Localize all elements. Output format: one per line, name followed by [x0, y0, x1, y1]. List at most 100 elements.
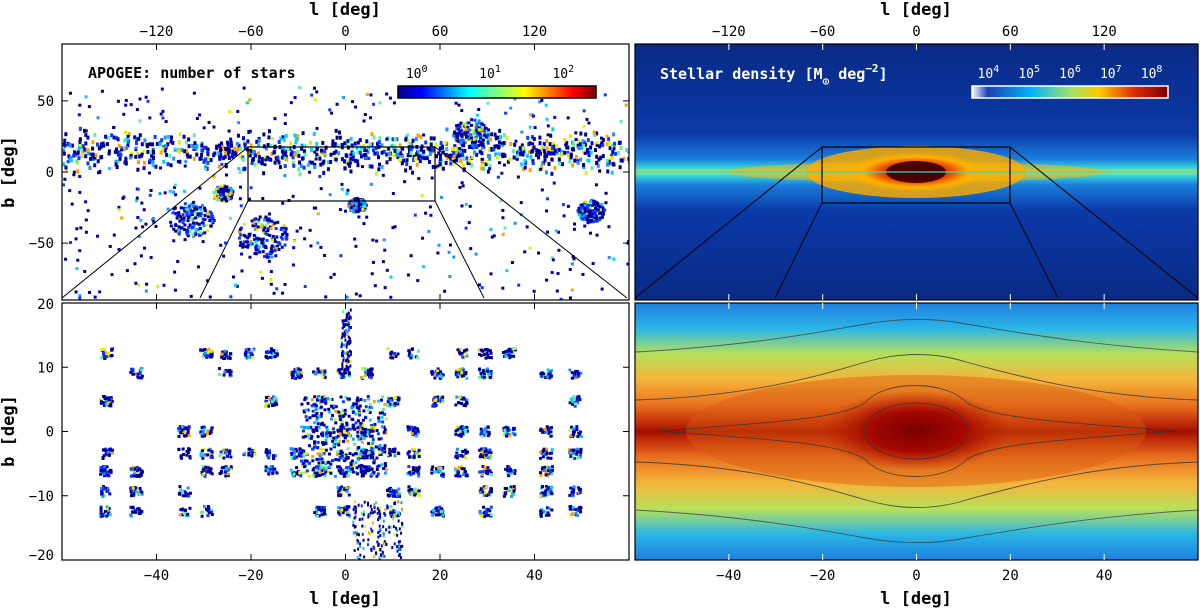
- star-count-pixel: [319, 422, 323, 426]
- star-count-pixel: [488, 167, 492, 171]
- star-count-pixel: [209, 349, 213, 353]
- star-count-pixel: [568, 296, 572, 300]
- star-count-pixel: [229, 197, 233, 201]
- star-count-pixel: [100, 400, 104, 404]
- star-count-pixel: [273, 403, 277, 407]
- star-count-pixel: [95, 142, 99, 147]
- panel-apogee-zoom: [61, 302, 630, 561]
- star-count-pixel: [172, 190, 176, 194]
- star-count-pixel: [210, 450, 214, 454]
- star-count-pixel: [595, 154, 599, 159]
- star-count-pixel: [107, 351, 111, 355]
- star-count-pixel: [482, 493, 486, 497]
- star-count-pixel: [273, 160, 277, 165]
- star-count-pixel: [596, 203, 600, 207]
- star-count-pixel: [482, 372, 486, 376]
- star-count-pixel: [511, 431, 515, 435]
- star-count-pixel: [463, 148, 467, 153]
- star-count-pixel: [485, 469, 489, 473]
- star-count-pixel: [366, 408, 370, 412]
- star-count-pixel: [207, 347, 211, 351]
- star-count-pixel: [338, 455, 342, 459]
- star-count-pixel: [332, 151, 336, 156]
- star-count-pixel: [288, 141, 292, 146]
- star-count-pixel: [487, 469, 491, 473]
- star-count-pixel: [342, 322, 345, 326]
- star-count-pixel: [293, 152, 297, 157]
- star-count-pixel: [322, 506, 326, 510]
- star-count-pixel: [270, 219, 274, 223]
- star-count-pixel: [221, 350, 225, 354]
- star-count-pixel: [91, 146, 95, 151]
- star-count-pixel: [179, 488, 183, 492]
- star-count-pixel: [346, 315, 349, 319]
- star-count-pixel: [297, 454, 301, 458]
- star-count-pixel: [592, 201, 596, 205]
- star-count-pixel: [416, 133, 420, 138]
- star-count-pixel: [255, 227, 259, 231]
- star-count-pixel: [540, 430, 544, 434]
- star-count-pixel: [544, 452, 548, 456]
- star-count-pixel: [210, 351, 214, 355]
- star-count-pixel: [496, 175, 500, 179]
- star-count-pixel: [435, 509, 439, 513]
- star-count-pixel: [143, 138, 147, 143]
- star-count-pixel: [480, 151, 484, 156]
- star-count-pixel: [146, 149, 150, 154]
- star-count-pixel: [235, 141, 239, 146]
- star-count-pixel: [345, 313, 348, 317]
- star-count-pixel: [178, 219, 182, 223]
- star-count-pixel: [354, 534, 357, 538]
- star-count-pixel: [370, 373, 374, 377]
- star-count-pixel: [275, 287, 279, 291]
- star-count-pixel: [62, 148, 66, 153]
- star-count-pixel: [324, 401, 328, 405]
- star-count-pixel: [486, 456, 490, 460]
- star-count-pixel: [209, 210, 213, 214]
- star-count-pixel: [370, 272, 374, 276]
- star-count-pixel: [487, 513, 491, 517]
- y-tick-label: 10: [37, 360, 54, 376]
- star-count-pixel: [138, 486, 142, 490]
- star-count-pixel: [494, 152, 498, 157]
- star-count-pixel: [329, 152, 333, 157]
- star-count-pixel: [360, 504, 363, 508]
- star-count-pixel: [417, 431, 421, 435]
- star-count-pixel: [390, 350, 394, 354]
- star-count-pixel: [203, 218, 207, 222]
- star-count-pixel: [413, 426, 417, 430]
- star-count-pixel: [487, 372, 491, 376]
- star-count-pixel: [195, 227, 199, 231]
- star-count-pixel: [136, 372, 140, 376]
- star-count-pixel: [445, 147, 449, 152]
- star-count-pixel: [578, 398, 582, 402]
- star-count-pixel: [444, 153, 448, 158]
- star-count-pixel: [627, 156, 629, 161]
- star-count-pixel: [309, 147, 313, 152]
- star-count-pixel: [351, 426, 355, 430]
- star-count-pixel: [229, 295, 233, 299]
- star-count-pixel: [584, 216, 588, 220]
- star-count-pixel: [205, 432, 209, 436]
- star-count-pixel: [247, 233, 251, 237]
- star-count-pixel: [273, 221, 277, 225]
- star-count-pixel: [76, 258, 80, 262]
- star-count-pixel: [220, 198, 224, 202]
- star-count-pixel: [186, 429, 190, 433]
- star-count-pixel: [459, 367, 463, 371]
- star-count-pixel: [313, 511, 317, 515]
- star-count-pixel: [102, 395, 106, 399]
- star-count-pixel: [577, 213, 581, 217]
- star-count-pixel: [550, 151, 554, 156]
- star-count-pixel: [336, 493, 340, 497]
- star-count-pixel: [363, 398, 367, 402]
- star-count-pixel: [187, 448, 191, 452]
- star-count-pixel: [576, 160, 580, 165]
- star-count-pixel: [568, 159, 572, 164]
- star-count-pixel: [433, 373, 437, 377]
- star-count-pixel: [359, 421, 363, 425]
- star-count-pixel: [291, 474, 295, 478]
- star-count-pixel: [338, 513, 342, 517]
- star-count-pixel: [618, 165, 622, 170]
- star-count-pixel: [228, 449, 232, 453]
